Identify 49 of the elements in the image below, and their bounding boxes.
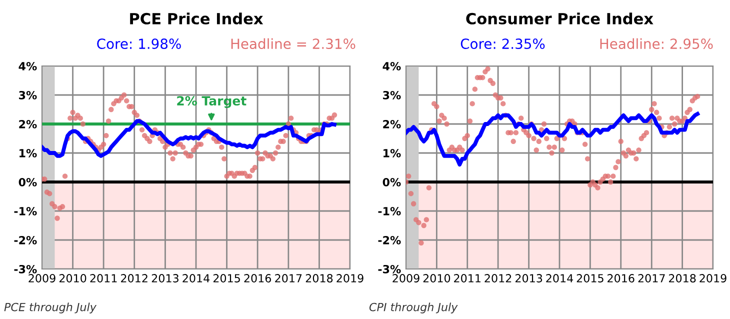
chart-title: PCE Price Index <box>130 12 264 24</box>
y-tick-label: -3% <box>378 264 401 274</box>
x-tick-label: 2009 <box>392 274 420 282</box>
x-tick-label: 2010 <box>59 274 86 282</box>
x-tick-label: 2013 <box>152 274 178 282</box>
x-tick-label: 2012 <box>484 274 512 282</box>
y-tick-label: 0% <box>18 178 37 186</box>
y-tick-label: -1% <box>14 206 37 216</box>
x-tick-label: 2015 <box>213 274 240 282</box>
y-tick-label: -3% <box>14 264 37 274</box>
text: Core: 2.35% <box>460 38 545 50</box>
x-tick-label: 2014 <box>182 274 210 282</box>
x-tick-label: 2019 <box>336 274 364 282</box>
y-tick-label: 1% <box>384 148 401 158</box>
y-tick-label: 2% <box>19 120 37 128</box>
x-tick-label: 2011 <box>454 274 480 282</box>
x-tick-label: 2016 <box>608 274 634 282</box>
y-tick-label: 3% <box>19 90 37 100</box>
x-tick-label: 2013 <box>515 274 542 282</box>
x-tick-label: 2017 <box>638 274 665 282</box>
x-tick-label: 2018 <box>306 274 333 282</box>
x-tick-label: 2012 <box>121 274 148 282</box>
text: Headline: 2.95% <box>600 38 713 50</box>
line-series <box>42 119 336 158</box>
ref-line-label: 2% Target <box>177 96 246 108</box>
y-tick-label: 4% <box>382 62 401 70</box>
x-tick-label: 2016 <box>244 274 272 282</box>
y-tick-label: 4% <box>18 62 37 70</box>
line-series <box>406 112 700 167</box>
text: Core: 1.98% <box>97 38 181 50</box>
y-tick-label: 1% <box>20 148 37 158</box>
x-tick-label: 2015 <box>576 274 604 282</box>
x-tick-label: 2011 <box>90 274 117 282</box>
x-tick-label: 2017 <box>275 274 302 282</box>
x-tick-label: 2009 <box>28 274 56 282</box>
y-tick-label: 2% <box>383 120 401 128</box>
y-tick-label: -2% <box>378 236 401 244</box>
y-tick-label: 3% <box>383 90 401 100</box>
x-tick-label: 2018 <box>668 274 696 282</box>
x-tick-label: 2010 <box>423 274 450 282</box>
text: Headline = 2.31% <box>231 38 356 50</box>
text: CPI through July <box>369 302 458 314</box>
x-tick-label: 2014 <box>546 274 574 282</box>
y-tick-label: 0% <box>382 178 401 186</box>
chart-title: Consumer Price Index <box>466 12 654 24</box>
text: PCE through July <box>4 302 97 314</box>
x-tick-label: 2019 <box>700 274 726 282</box>
y-tick-label: -2% <box>14 236 37 244</box>
y-tick-label: -1% <box>378 206 401 216</box>
